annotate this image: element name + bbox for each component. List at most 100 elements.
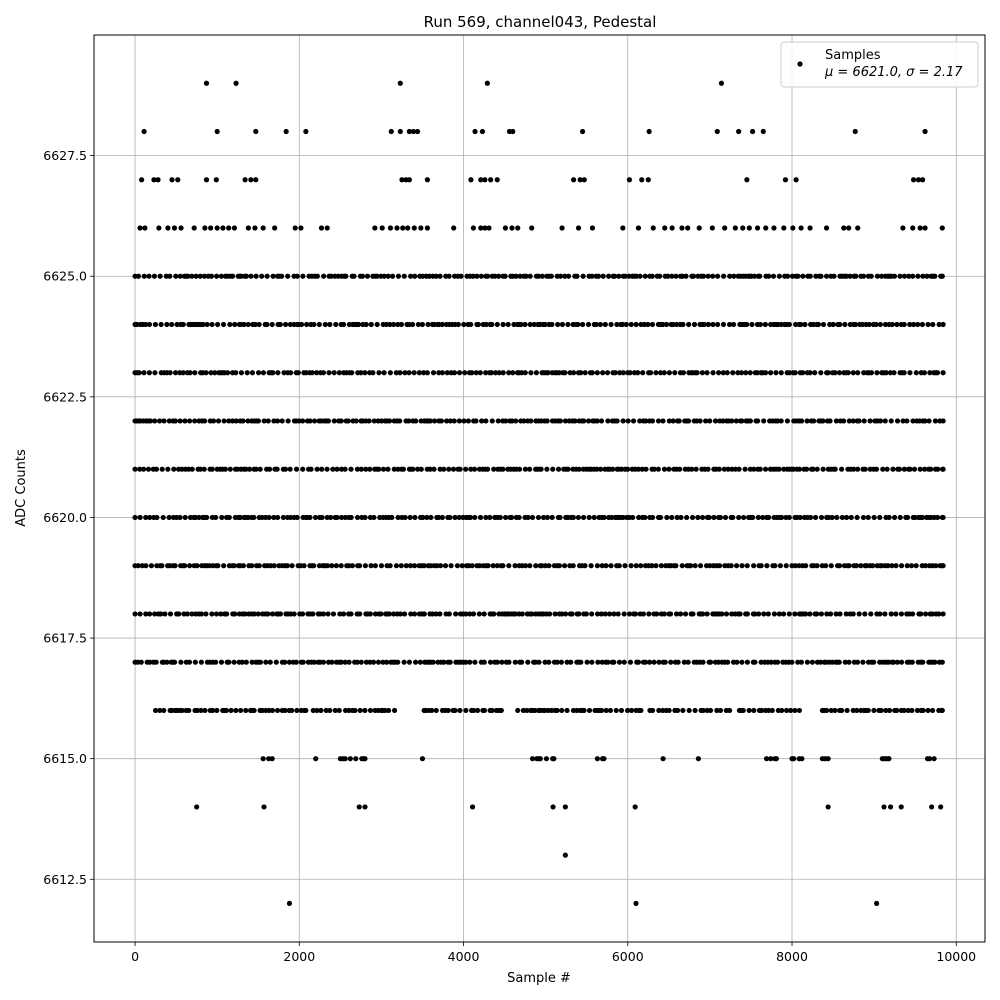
data-point xyxy=(446,466,452,472)
data-point xyxy=(387,563,393,569)
data-point xyxy=(151,273,158,279)
data-point xyxy=(155,177,161,183)
data-point xyxy=(166,418,172,424)
data-point xyxy=(406,370,412,376)
data-point xyxy=(167,370,173,376)
data-point xyxy=(383,659,390,665)
data-point xyxy=(299,321,305,328)
data-point xyxy=(622,273,628,279)
data-point xyxy=(426,273,432,279)
data-point xyxy=(233,370,239,376)
data-point xyxy=(535,514,542,521)
data-point xyxy=(191,225,197,231)
data-point xyxy=(167,273,173,279)
data-point xyxy=(649,418,656,424)
data-point xyxy=(479,418,485,424)
data-point xyxy=(490,563,496,569)
data-point xyxy=(214,225,220,231)
data-point xyxy=(700,273,707,279)
data-point xyxy=(787,707,794,714)
data-point xyxy=(472,659,478,665)
data-point xyxy=(932,273,938,279)
data-point xyxy=(433,707,439,714)
data-point xyxy=(253,128,259,135)
data-point xyxy=(766,273,772,279)
data-point xyxy=(165,225,171,231)
data-point xyxy=(882,418,888,424)
data-point xyxy=(157,707,163,714)
data-point xyxy=(662,225,668,231)
data-point xyxy=(248,177,254,183)
data-point xyxy=(444,418,450,424)
data-point xyxy=(387,370,393,376)
data-point xyxy=(213,177,219,183)
data-point xyxy=(804,466,810,472)
data-point xyxy=(455,321,461,328)
data-point xyxy=(522,466,528,472)
data-point xyxy=(707,707,714,714)
data-point xyxy=(773,370,779,376)
data-point xyxy=(846,225,852,231)
data-point xyxy=(230,273,236,279)
data-point xyxy=(135,563,141,569)
data-point xyxy=(431,466,437,472)
data-point xyxy=(220,225,226,231)
data-point xyxy=(920,707,926,714)
data-point xyxy=(901,273,908,279)
data-point xyxy=(138,659,144,665)
data-point xyxy=(565,466,571,472)
data-point xyxy=(325,418,332,424)
data-point xyxy=(649,514,656,521)
data-point xyxy=(617,370,623,376)
data-point xyxy=(264,273,270,279)
data-point xyxy=(558,659,564,665)
data-point xyxy=(349,370,355,376)
data-point xyxy=(515,707,521,714)
data-point xyxy=(321,273,327,279)
data-point xyxy=(589,611,595,617)
data-point xyxy=(269,611,276,617)
data-point xyxy=(197,466,203,472)
data-point xyxy=(508,514,515,521)
data-point xyxy=(626,611,633,617)
data-point xyxy=(343,273,349,279)
data-point xyxy=(260,370,267,376)
data-point xyxy=(494,177,500,183)
data-point xyxy=(833,418,840,424)
data-point xyxy=(704,370,710,376)
data-point xyxy=(700,659,706,665)
data-point xyxy=(371,514,377,521)
data-point xyxy=(215,563,221,569)
data-point xyxy=(637,273,643,279)
data-point xyxy=(868,611,874,617)
data-point xyxy=(781,225,787,231)
data-point xyxy=(739,563,745,569)
data-point xyxy=(192,418,198,424)
data-point xyxy=(528,418,534,424)
data-point xyxy=(483,321,489,328)
data-point xyxy=(141,370,147,376)
data-point xyxy=(269,756,275,762)
data-point xyxy=(800,370,806,376)
data-point xyxy=(160,514,166,521)
data-point xyxy=(370,659,377,665)
data-point xyxy=(837,321,843,328)
data-point xyxy=(798,321,804,328)
data-point xyxy=(372,563,379,569)
data-point xyxy=(174,321,180,328)
data-point xyxy=(189,611,195,617)
data-point xyxy=(618,707,625,714)
data-point xyxy=(182,563,188,569)
data-point xyxy=(496,273,502,279)
data-point xyxy=(898,563,905,569)
data-point xyxy=(410,466,416,472)
data-point xyxy=(214,707,220,714)
data-point xyxy=(678,514,684,521)
data-point xyxy=(768,659,774,665)
data-point xyxy=(433,611,439,617)
data-point xyxy=(485,563,491,569)
data-point xyxy=(755,418,761,424)
data-point xyxy=(578,370,584,376)
data-point xyxy=(922,466,928,472)
data-point xyxy=(654,611,660,617)
